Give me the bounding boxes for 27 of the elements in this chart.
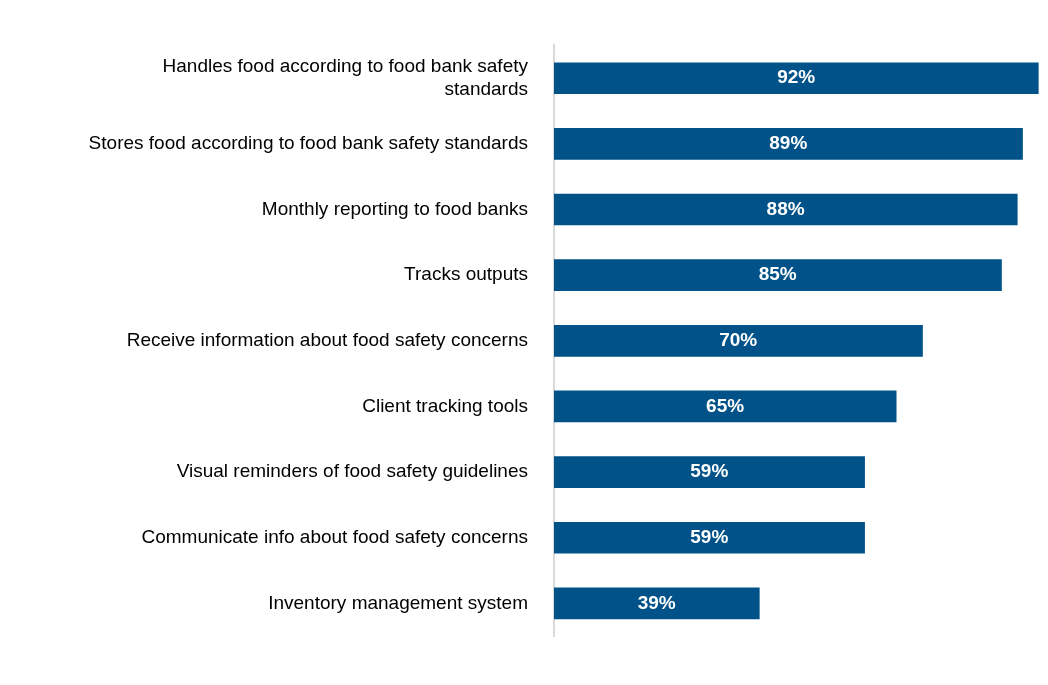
bar xyxy=(554,324,923,357)
y-tick-label: Visual reminders of food safety guidelines xyxy=(176,460,528,482)
bar xyxy=(554,456,865,488)
data-label: 70% xyxy=(719,329,758,351)
bar xyxy=(554,259,1002,291)
data-label: 85% xyxy=(758,263,797,285)
y-tick-label: Handles food according to food bank safety standards xyxy=(162,55,529,99)
bar xyxy=(554,521,865,554)
bar xyxy=(554,62,1039,95)
data-label: 59% xyxy=(690,460,729,482)
y-tick-label: Stores food according to food bank safety standards xyxy=(88,132,528,154)
data-label: 89% xyxy=(769,132,808,154)
data-label: 92% xyxy=(777,66,816,88)
bar xyxy=(554,193,1018,226)
bar xyxy=(554,390,897,423)
y-tick-label: Client tracking tools xyxy=(362,394,528,416)
y-tick-label: Inventory management system xyxy=(268,591,528,613)
data-label: 65% xyxy=(706,394,745,416)
data-label: 59% xyxy=(690,525,729,547)
y-tick-label: Tracks outputs xyxy=(404,263,528,285)
data-label: 88% xyxy=(766,197,805,219)
bar xyxy=(554,587,760,620)
y-tick-label: Communicate info about food safety concerns xyxy=(141,525,528,547)
y-tick-label: Receive information about food safety concerns xyxy=(126,329,528,351)
data-label: 39% xyxy=(637,591,676,613)
bar xyxy=(554,128,1023,160)
y-tick-label: Monthly reporting to food banks xyxy=(261,197,528,219)
